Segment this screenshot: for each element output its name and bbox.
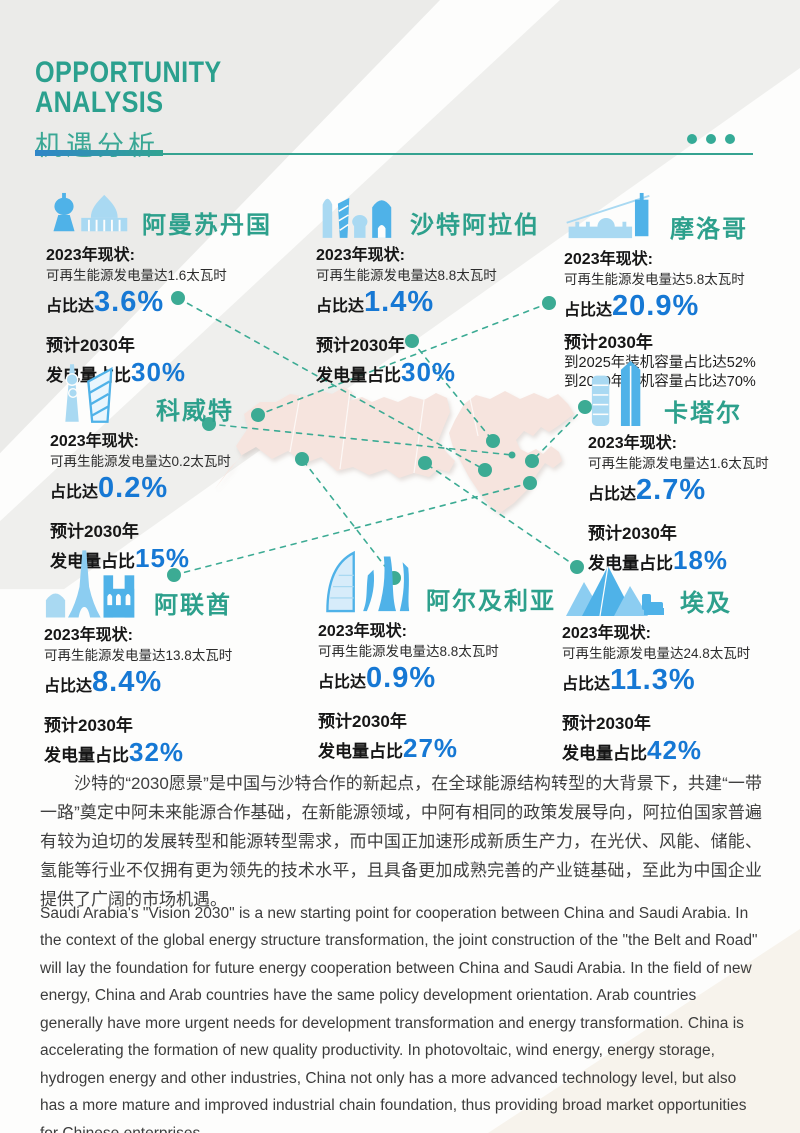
forecast-line: 发电量占比27% [318,733,459,763]
status-label: 2023年现状: [44,627,133,644]
share-line: 占比达0.2% [50,472,169,504]
status-detail: 可再生能源发电量达8.8太瓦时 [318,644,499,659]
country-name: 阿联酋 [154,591,232,619]
forecast-line: 发电量占比32% [44,737,185,767]
share-value: 1.4% [364,286,435,318]
share-line: 占比达8.4% [44,666,163,698]
share-value: 3.6% [94,286,165,318]
share-line: 占比达3.6% [46,286,165,318]
title-line-1: OPPORTUNITY [35,56,222,89]
share-line: 占比达20.9% [564,290,700,322]
forecast-line: 发电量占比42% [562,735,703,765]
uae-landmarks-skyline-icon [45,550,135,618]
status-label: 2023年现状: [562,625,651,642]
country-name: 阿尔及利亚 [426,587,556,615]
share-value: 0.9% [366,662,437,694]
share-value: 20.9% [612,290,700,322]
forecast-label: 预计2030年 [316,336,405,355]
country-block-qatar: 卡塔尔 2023年现状: 可再生能源发电量达1.6太瓦时 占比达2.7% 预计2… [588,360,800,580]
ellipsis-dots-icon [687,134,735,144]
forecast-label: 预计2030年 [318,712,407,731]
forecast-label: 预计2030年 [562,714,651,733]
country-block-algeria: 阿尔及利亚 2023年现状: 可再生能源发电量达8.8太瓦时 占比达0.9% 预… [318,548,558,768]
status-detail: 可再生能源发电量达24.8太瓦时 [562,646,751,661]
country-name: 科威特 [156,397,234,425]
status-detail: 可再生能源发电量达1.6太瓦时 [46,268,227,283]
status-label: 2023年现状: [316,247,405,264]
status-label: 2023年现状: [46,247,135,264]
status-detail: 可再生能源发电量达8.8太瓦时 [316,268,497,283]
status-label: 2023年现状: [50,433,139,450]
page-title-en: OPPORTUNITY ANALYSIS [35,58,765,118]
forecast-value: 30% [131,357,187,387]
forecast-value: 18% [673,545,729,575]
oman-mosque-skyline-icon [53,192,128,232]
share-line: 占比达0.9% [318,662,437,694]
forecast-value: 42% [647,735,703,765]
forecast-value: 27% [403,733,459,763]
country-name: 埃及 [680,589,732,617]
share-line: 占比达1.4% [316,286,435,318]
forecast-label: 预计2030年 [44,716,133,735]
page-title-zh: 机遇分析 [35,131,159,161]
status-detail: 可再生能源发电量达5.8太瓦时 [564,272,745,287]
country-name: 沙特阿拉伯 [410,211,540,239]
paragraph-zh: 沙特的“2030愿景”是中国与沙特合作的新起点，在全球能源结构转型的大背景下，共… [40,774,762,909]
country-block-kuwait: 科威特 2023年现状: 可再生能源发电量达0.2太瓦时 占比达0.2% 预计2… [50,362,300,578]
algeria-landmarks-skyline-icon [326,550,410,613]
header-rule-accent [35,150,163,156]
status-label: 2023年现状: [318,623,407,640]
egypt-pyramids-sphinx-icon [566,565,664,616]
forecast-2040-line: 到2040年装机容量占比达70% [564,374,756,390]
share-line: 占比达2.7% [588,474,707,506]
country-name: 阿曼苏丹国 [142,211,272,239]
share-value: 8.4% [92,666,163,698]
country-name: 卡塔尔 [664,399,742,427]
forecast-2025-line: 到2025年装机容量占比达52% [564,355,756,371]
share-line: 占比达11.3% [562,664,696,696]
paragraph-en: Saudi Arabia's "Vision 2030" is a new st… [40,904,758,1133]
country-block-morocco: 摩洛哥 2023年现状: 可再生能源发电量达5.8太瓦时 占比达20.9% 预计… [564,192,800,392]
kuwait-towers-skyline-icon [65,364,113,423]
qatar-towers-skyline-icon [591,361,641,426]
country-name: 摩洛哥 [670,215,748,243]
country-block-saudi-arabia: 沙特阿拉伯 2023年现状: 可再生能源发电量达8.8太瓦时 占比达1.4% 预… [316,192,556,392]
forecast-line: 发电量占比30% [316,357,457,387]
morocco-mosque-skyline-icon [566,192,650,239]
title-line-2: ANALYSIS [35,86,164,119]
forecast-label: 预计2030年 [588,524,677,543]
share-value: 0.2% [98,472,169,504]
country-block-oman: 阿曼苏丹国 2023年现状: 可再生能源发电量达1.6太瓦时 占比达3.6% 预… [46,192,296,392]
forecast-label: 预计2030年 [564,333,653,352]
forecast-label: 预计2030年 [46,336,135,355]
header-rule [35,153,753,155]
saudi-towers-skyline-icon [322,197,392,238]
forecast-value: 32% [129,737,185,767]
status-label: 2023年现状: [588,435,677,452]
forecast-line: 发电量占比18% [588,545,729,575]
status-label: 2023年现状: [564,251,653,268]
status-detail: 可再生能源发电量达1.6太瓦时 [588,456,769,471]
forecast-label: 预计2030年 [50,522,139,541]
status-detail: 可再生能源发电量达13.8太瓦时 [44,648,233,663]
share-value: 11.3% [610,664,696,696]
country-block-uae: 阿联酋 2023年现状: 可再生能源发电量达13.8太瓦时 占比达8.4% 预计… [44,548,304,772]
page-header: OPPORTUNITY ANALYSIS 机遇分析 [35,58,765,163]
status-detail: 可再生能源发电量达0.2太瓦时 [50,454,231,469]
country-block-egypt: 埃及 2023年现状: 可再生能源发电量达24.8太瓦时 占比达11.3% 预计… [562,562,800,770]
forecast-value: 30% [401,357,457,387]
share-value: 2.7% [636,474,707,506]
